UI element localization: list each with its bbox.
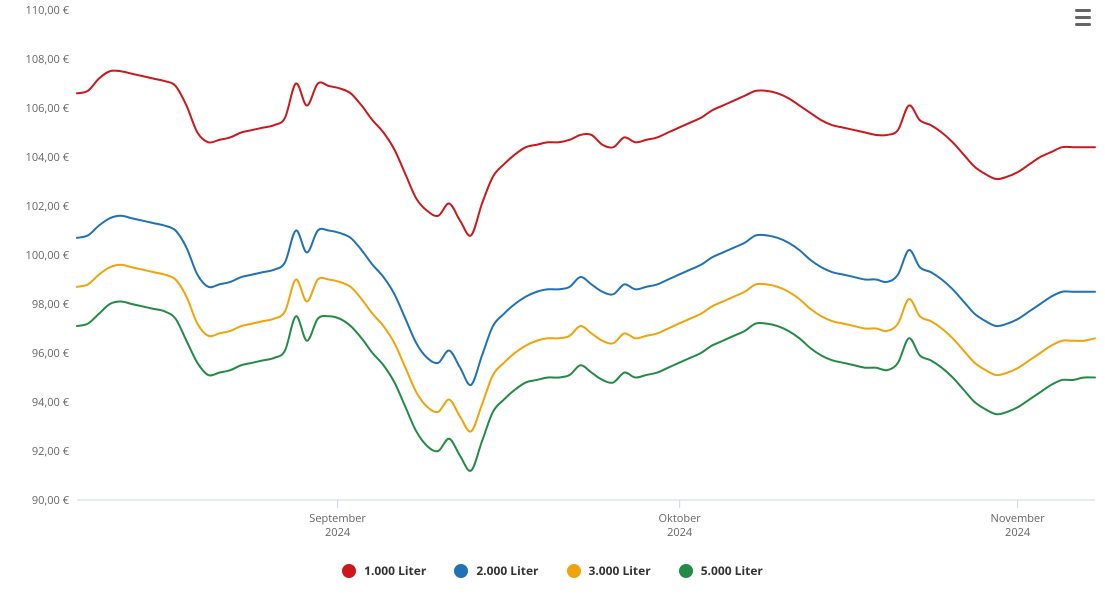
y-axis-tick-label: 90,00 €: [32, 493, 70, 508]
legend-marker: [342, 564, 356, 578]
x-axis-tick-sublabel: 2024: [667, 525, 693, 540]
y-axis-tick-label: 96,00 €: [32, 346, 70, 361]
y-axis-tick-label: 92,00 €: [32, 444, 70, 459]
legend-label: 3.000 Liter: [589, 562, 651, 579]
legend-item[interactable]: 1.000 Liter: [342, 562, 426, 579]
legend-item[interactable]: 3.000 Liter: [567, 562, 651, 579]
legend-item[interactable]: 5.000 Liter: [679, 562, 763, 579]
x-axis-tick-sublabel: 2024: [1005, 525, 1031, 540]
legend-label: 5.000 Liter: [701, 562, 763, 579]
menu-icon: [1075, 16, 1091, 19]
x-axis-tick-sublabel: 2024: [325, 525, 351, 540]
y-axis-tick-label: 108,00 €: [26, 52, 70, 67]
y-axis-tick-label: 94,00 €: [32, 395, 70, 410]
legend-item[interactable]: 2.000 Liter: [454, 562, 538, 579]
menu-icon: [1075, 23, 1091, 26]
y-axis-tick-label: 106,00 €: [26, 101, 70, 116]
series-line[interactable]: [77, 265, 1095, 432]
line-chart: 90,00 € 92,00 € 94,00 € 96,00 € 98,00 € 100,0…: [0, 0, 1105, 602]
x-axis-tick-label: November: [991, 511, 1046, 526]
legend-marker: [567, 564, 581, 578]
chart-legend: 1.000 Liter 2.000 Liter 3.000 Liter 5.000 L…: [0, 562, 1105, 579]
y-axis-tick-label: 110,00 €: [26, 3, 70, 18]
series-line[interactable]: [77, 71, 1095, 236]
x-axis-tick-label: September: [309, 511, 366, 526]
legend-label: 1.000 Liter: [364, 562, 426, 579]
y-axis-tick-label: 104,00 €: [26, 150, 70, 165]
y-axis-tick-label: 100,00 €: [26, 248, 70, 263]
y-axis-tick-label: 98,00 €: [32, 297, 70, 312]
chart-menu-button[interactable]: [1071, 6, 1095, 28]
legend-label: 2.000 Liter: [476, 562, 538, 579]
menu-icon: [1075, 9, 1091, 12]
series-line[interactable]: [77, 216, 1095, 385]
series-line[interactable]: [77, 302, 1095, 471]
x-axis-tick-label: Oktober: [659, 511, 702, 526]
legend-marker: [454, 564, 468, 578]
legend-marker: [679, 564, 693, 578]
chart-canvas: 90,00 € 92,00 € 94,00 € 96,00 € 98,00 € 100,0…: [0, 0, 1105, 602]
y-axis-tick-label: 102,00 €: [26, 199, 70, 214]
